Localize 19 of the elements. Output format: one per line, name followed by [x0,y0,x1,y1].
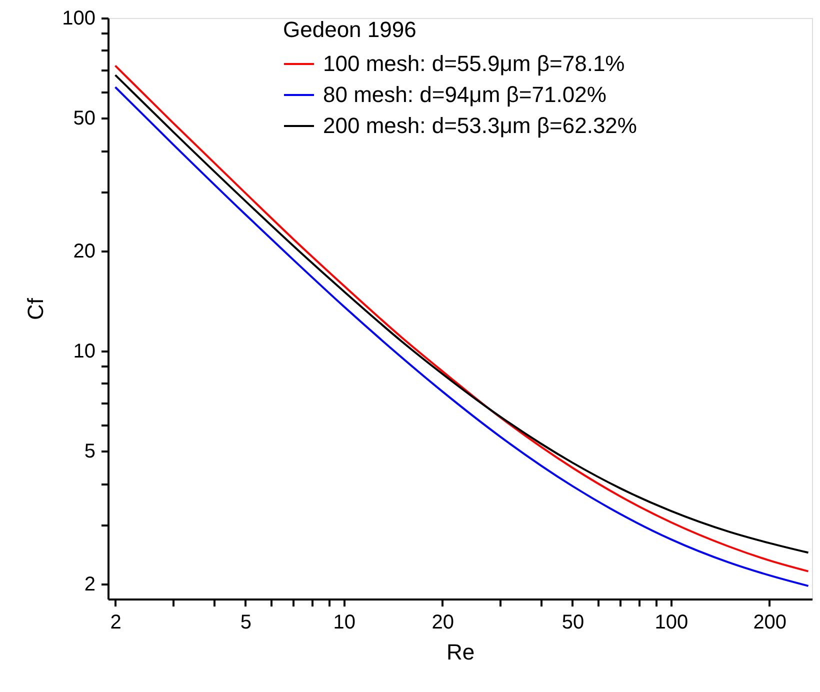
legend-label: 200 mesh: d=53.3μm β=62.32% [323,113,637,138]
x-tick-label: 100 [654,612,688,634]
y-tick-label: 2 [84,573,96,596]
x-tick-label: 200 [753,612,787,634]
y-tick-label: 10 [73,340,96,363]
x-tick-label: 10 [333,612,356,634]
x-tick-label: 20 [432,612,454,634]
legend-label: 80 mesh: d=94μm β=71.02% [323,82,606,107]
y-tick-label: 5 [84,440,96,463]
x-tick-label: 5 [240,612,252,634]
legend-title: Gedeon 1996 [283,17,416,42]
y-axis-title: Cf [23,297,48,320]
y-tick-label: 50 [73,108,96,130]
x-tick-label: 50 [562,612,584,634]
x-tick-label: 2 [110,612,122,634]
y-tick-label: 20 [73,240,96,262]
legend-label: 100 mesh: d=55.9μm β=78.1% [323,51,625,76]
y-tick-label: 100 [62,8,96,30]
x-axis-title: Re [446,640,475,664]
